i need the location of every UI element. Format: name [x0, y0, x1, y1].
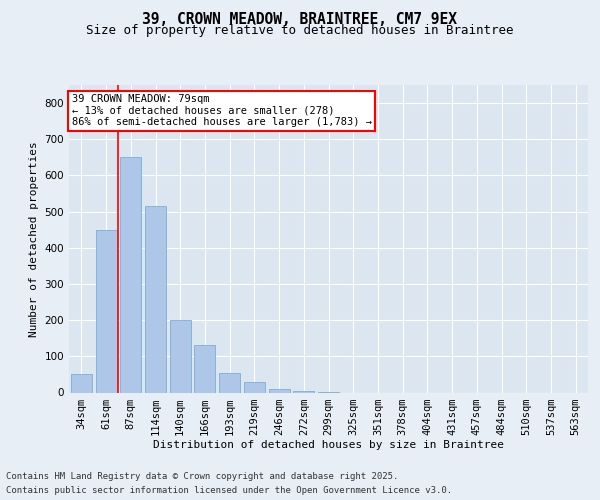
Bar: [170, 320, 191, 392]
Bar: [244, 382, 265, 392]
Text: 39 CROWN MEADOW: 79sqm
← 13% of detached houses are smaller (278)
86% of semi-de: 39 CROWN MEADOW: 79sqm ← 13% of detached…: [71, 94, 371, 128]
Y-axis label: Number of detached properties: Number of detached properties: [29, 141, 39, 336]
Bar: [145, 206, 166, 392]
Bar: [269, 389, 290, 392]
Text: 39, CROWN MEADOW, BRAINTREE, CM7 9EX: 39, CROWN MEADOW, BRAINTREE, CM7 9EX: [143, 12, 458, 28]
Bar: [194, 346, 215, 393]
Bar: [293, 390, 314, 392]
X-axis label: Distribution of detached houses by size in Braintree: Distribution of detached houses by size …: [153, 440, 504, 450]
Bar: [95, 230, 116, 392]
Bar: [71, 374, 92, 392]
Text: Contains HM Land Registry data © Crown copyright and database right 2025.: Contains HM Land Registry data © Crown c…: [6, 472, 398, 481]
Text: Size of property relative to detached houses in Braintree: Size of property relative to detached ho…: [86, 24, 514, 37]
Text: Contains public sector information licensed under the Open Government Licence v3: Contains public sector information licen…: [6, 486, 452, 495]
Bar: [219, 372, 240, 392]
Bar: [120, 158, 141, 392]
